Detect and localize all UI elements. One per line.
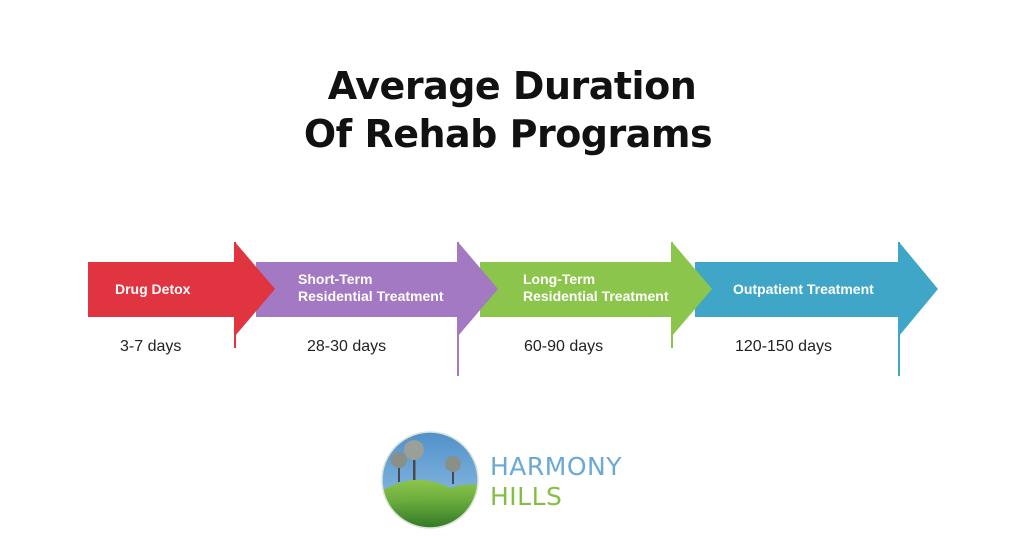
harmony-hills-logo-icon: [381, 431, 479, 529]
stage-arrow-2: [256, 242, 498, 336]
stage-label-outpatient: Outpatient Treatment: [733, 281, 874, 297]
stage-label-drug-detox: Drug Detox: [115, 281, 191, 297]
timeline-arrows: [88, 242, 938, 376]
stage-arrow-4: [695, 242, 938, 336]
stage-duration-outpatient: 120-150 days: [735, 338, 832, 355]
brand-name-line-1: HARMONY: [490, 452, 622, 481]
stage-arrow-3: [480, 242, 712, 336]
stage-duration-long-term: 60-90 days: [524, 338, 604, 355]
brand-name: HARMONY HILLS: [490, 452, 622, 512]
stage-arrow-1: [88, 242, 275, 336]
brand-name-line-2: HILLS: [490, 482, 563, 511]
page-title: Average Duration Of Rehab Programs: [0, 62, 1024, 158]
title-line-1: Average Duration: [327, 64, 697, 108]
stage-label-short-term: Short-Term Residential Treatment: [298, 271, 444, 304]
title-line-2: Of Rehab Programs: [303, 112, 713, 156]
stage-duration-short-term: 28-30 days: [307, 338, 387, 355]
stage-duration-drug-detox: 3-7 days: [120, 338, 182, 355]
stage-label-long-term: Long-Term Residential Treatment: [523, 271, 669, 304]
